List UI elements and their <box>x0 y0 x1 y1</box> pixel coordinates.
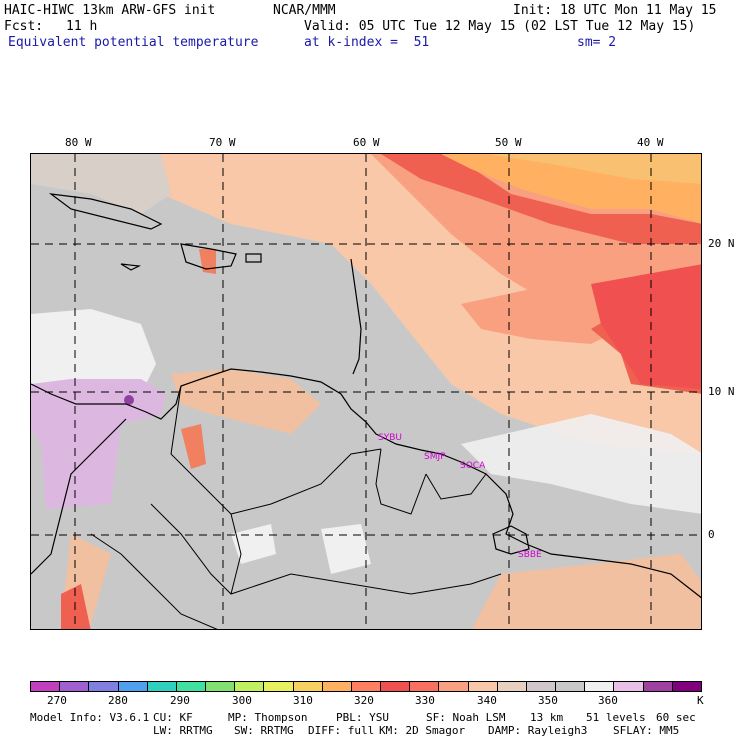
country-borders <box>90 385 502 629</box>
levels: 51 levels <box>586 711 646 724</box>
resolution: 13 km <box>530 711 564 724</box>
colorbar-swatch <box>147 682 177 691</box>
forecast-hour: 11 h <box>66 19 98 34</box>
colorbar-swatch <box>206 682 236 691</box>
lon-label-40w: 40 W <box>637 136 664 149</box>
colorbar-swatch <box>118 682 148 691</box>
colorbar-swatch <box>322 682 352 691</box>
forecast-label: Fcst: <box>4 19 44 34</box>
amazon-delta <box>492 525 530 555</box>
colorbar-swatch <box>235 682 265 691</box>
gulf-region <box>31 154 171 214</box>
init-time: Init: 18 UTC Mon 11 May 15 <box>513 3 717 18</box>
colorbar-swatch <box>468 682 498 691</box>
land-cool-patch <box>321 524 371 574</box>
damp-scheme: DAMP: Rayleigh3 <box>488 724 588 737</box>
lat-label-10n: 10 N <box>708 385 735 398</box>
time-step: 60 sec <box>656 711 696 724</box>
colorbar-swatch <box>176 682 207 691</box>
sf-scheme: SF: Noah LSM <box>426 711 506 724</box>
field-name: Equivalent potential temperature <box>8 35 259 50</box>
colorbar-swatch <box>31 682 61 691</box>
colorbar-tick: 270 <box>47 694 67 707</box>
lesser-antilles <box>350 258 362 375</box>
sw-scheme: SW: RRTMG <box>234 724 294 737</box>
lw-scheme: LW: RRTMG <box>153 724 213 737</box>
colorbar-unit: K <box>697 694 704 707</box>
colorbar-tick: 340 <box>477 694 497 707</box>
map-canvas <box>31 154 701 629</box>
jamaica-coast <box>120 263 142 271</box>
valid-time: Valid: 05 UTC Tue 12 May 15 (02 LST Tue … <box>304 19 696 34</box>
colorbar-swatch <box>526 682 557 691</box>
southwest-hotspot <box>61 584 91 629</box>
peak-theta-core <box>486 154 701 184</box>
andes-hotspot <box>181 424 206 469</box>
institution-label: NCAR/MMM <box>273 3 336 18</box>
smoothing-label: sm= 2 <box>577 35 617 50</box>
colorbar-tick: 300 <box>232 694 252 707</box>
land-warm-region <box>171 369 321 434</box>
lat-label-20n: 20 N <box>708 237 735 250</box>
pbl-scheme: PBL: YSU <box>336 711 389 724</box>
km-scheme: KM: 2D Smagor <box>379 724 466 737</box>
station-sybu: SYBU <box>378 433 402 443</box>
land-cool-patch <box>231 524 276 564</box>
colorbar-tick: 320 <box>354 694 374 707</box>
salmon-patch <box>461 289 631 344</box>
theta-e-map: SYBU SMJP SOCA SBBE <box>30 153 702 630</box>
graticule <box>31 154 701 629</box>
purple-spot <box>124 395 134 405</box>
colorbar-swatch <box>60 682 90 691</box>
colorbar-swatch <box>614 682 644 691</box>
colorbar <box>30 681 702 692</box>
low-theta-patch-west <box>31 309 156 399</box>
lavender-region <box>31 379 166 509</box>
colorbar-swatch <box>585 682 615 691</box>
station-smjp: SMJP <box>424 452 446 462</box>
colorbar-swatch <box>351 682 382 691</box>
lon-label-60w: 60 W <box>353 136 380 149</box>
colorbar-swatch <box>672 682 701 691</box>
colorbar-swatch <box>556 682 586 691</box>
cu-scheme: CU: KF <box>153 711 193 724</box>
station-soca: SOCA <box>460 461 486 471</box>
colorbar-swatch <box>643 682 673 691</box>
model-title: HAIC-HIWC 13km ARW-GFS init <box>4 3 216 18</box>
lon-label-80w: 80 W <box>65 136 92 149</box>
lat-label-0: 0 <box>708 528 715 541</box>
colorbar-swatch <box>439 682 469 691</box>
mp-scheme: MP: Thompson <box>228 711 308 724</box>
colorbar-tick: 360 <box>598 694 618 707</box>
lon-label-70w: 70 W <box>209 136 236 149</box>
hispaniola-coast <box>180 243 237 270</box>
cuba-coast <box>48 193 163 230</box>
colorbar-swatch <box>381 682 411 691</box>
high-theta-core <box>591 264 701 389</box>
colorbar-tick: 330 <box>415 694 435 707</box>
low-theta-patch-east <box>461 414 701 514</box>
model-info: Model Info: V3.6.1 <box>30 711 150 724</box>
lon-label-50w: 50 W <box>495 136 522 149</box>
colorbar-tick: 290 <box>170 694 190 707</box>
southeast-warm-region <box>472 554 701 629</box>
station-sbbe: SBBE <box>518 550 542 560</box>
colorbar-swatch <box>264 682 294 691</box>
colorbar-tick: 310 <box>293 694 313 707</box>
level-index: at k-index = 51 <box>304 35 430 50</box>
coastlines <box>31 193 701 599</box>
colorbar-swatch <box>410 682 440 691</box>
sflay-scheme: SFLAY: MM5 <box>613 724 680 737</box>
colorbar-tick: 280 <box>108 694 128 707</box>
colorbar-swatch <box>293 682 323 691</box>
colorbar-tick: 350 <box>538 694 558 707</box>
diff-scheme: DIFF: full <box>308 724 375 737</box>
colorbar-swatch <box>497 682 527 691</box>
puerto-rico-coast <box>245 253 262 263</box>
colorbar-swatch <box>89 682 119 691</box>
